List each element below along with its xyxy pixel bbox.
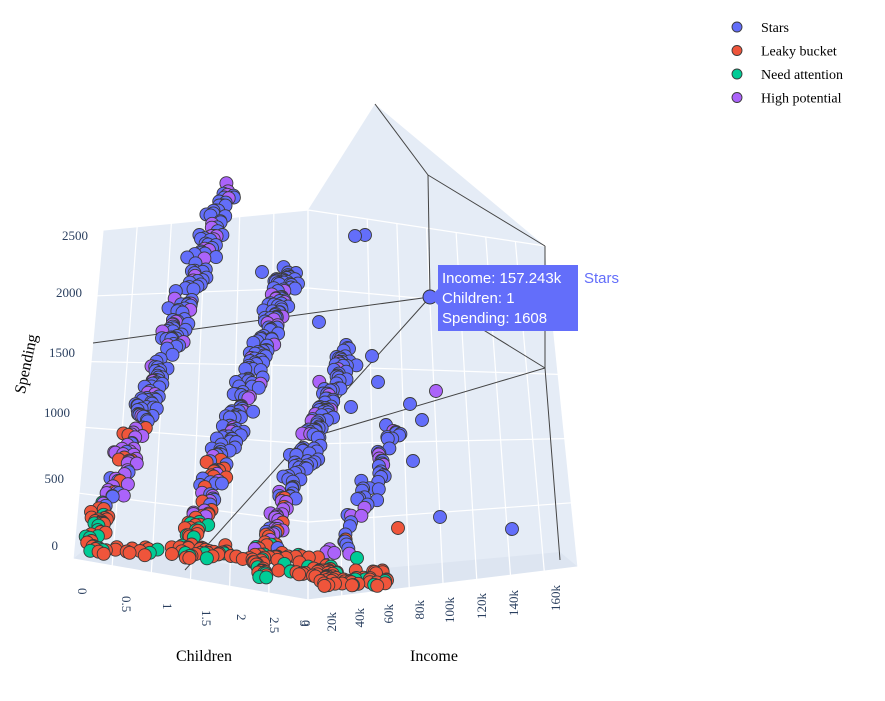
y-axis-ticks: 0 20k 40k 60k 80k 100k 120k 140k 160k — [298, 585, 563, 632]
data-point[interactable] — [271, 563, 286, 578]
x-tick-label: 2.5 — [267, 617, 282, 633]
z-tick-label: 500 — [45, 471, 65, 486]
y-tick-label: 80k — [412, 600, 427, 620]
data-point[interactable] — [182, 551, 197, 565]
data-point[interactable] — [348, 229, 362, 243]
z-axis-ticks: 0 500 1000 1500 2000 2500 — [44, 228, 88, 553]
legend-item[interactable]: Stars — [731, 21, 789, 36]
x-tick-label: 0.5 — [119, 596, 134, 612]
hover-line-children: Children: 1 — [442, 290, 515, 307]
y-tick-label: 120k — [474, 593, 489, 620]
hover-line-spending: Spending: 1608 — [442, 310, 547, 327]
data-point[interactable] — [433, 510, 447, 524]
data-point[interactable] — [354, 508, 369, 523]
data-point[interactable] — [122, 545, 137, 560]
x-tick-label: 3 — [297, 620, 312, 627]
z-tick-label: 1000 — [44, 405, 70, 420]
data-point[interactable] — [199, 551, 214, 566]
legend-item[interactable]: Need attention — [731, 68, 843, 83]
data-point[interactable] — [312, 315, 326, 329]
legend-label: High potential — [761, 92, 842, 107]
data-point[interactable] — [292, 567, 307, 582]
data-point[interactable] — [214, 476, 229, 491]
x-tick-label: 1.5 — [199, 610, 214, 626]
z-tick-label: 0 — [52, 538, 59, 553]
legend-item[interactable]: Leaky bucket — [731, 45, 837, 60]
scene-3d[interactable] — [72, 103, 579, 601]
data-point[interactable] — [199, 455, 214, 470]
hover-series-name: Stars — [584, 270, 619, 287]
z-axis-title: Spending — [12, 333, 41, 396]
data-point[interactable] — [246, 404, 261, 419]
legend-label: Need attention — [761, 68, 843, 83]
legend-marker — [731, 21, 743, 33]
data-point[interactable] — [365, 349, 379, 363]
legend-marker — [731, 92, 743, 103]
z-tick-label: 2500 — [62, 228, 88, 243]
y-tick-label: 20k — [324, 612, 339, 632]
data-points[interactable] — [78, 176, 519, 593]
data-point[interactable] — [505, 522, 519, 536]
data-point[interactable] — [209, 250, 223, 265]
legend-label: Stars — [761, 21, 789, 36]
data-point[interactable] — [255, 265, 269, 279]
data-point[interactable] — [370, 578, 385, 593]
data-point[interactable] — [105, 489, 120, 504]
x-tick-label: 2 — [234, 614, 249, 621]
data-point[interactable] — [391, 521, 405, 535]
data-point[interactable] — [165, 347, 180, 362]
y-tick-label: 40k — [352, 608, 367, 628]
data-point[interactable] — [259, 570, 274, 585]
y-tick-label: 160k — [548, 585, 563, 612]
data-point[interactable] — [371, 375, 385, 389]
x-axis-title: Children — [176, 648, 232, 665]
legend-marker — [731, 68, 743, 80]
data-point[interactable] — [429, 384, 443, 398]
legend[interactable]: Stars Leaky bucket Need attention High pote… — [731, 21, 843, 107]
legend-marker — [731, 45, 743, 56]
y-axis-title: Income — [410, 648, 458, 665]
hover-line-income: Income: 157.243k — [442, 270, 562, 287]
data-point[interactable] — [344, 400, 358, 414]
y-tick-label: 0 — [298, 620, 313, 627]
y-tick-label: 100k — [442, 597, 457, 624]
data-point[interactable] — [129, 456, 144, 471]
data-point[interactable] — [345, 578, 359, 593]
data-point[interactable] — [96, 546, 111, 561]
data-point[interactable] — [406, 454, 420, 468]
y-tick-label: 140k — [506, 590, 521, 617]
data-point[interactable] — [327, 545, 342, 560]
data-point[interactable] — [164, 547, 179, 561]
z-tick-label: 1500 — [49, 345, 75, 360]
hover-pointer — [430, 289, 438, 305]
data-point[interactable] — [350, 551, 364, 565]
data-point[interactable] — [317, 578, 332, 593]
x-axis-ticks: 0 0.5 1 1.5 2 2.5 3 — [75, 588, 312, 633]
data-point[interactable] — [137, 548, 152, 563]
legend-label: Leaky bucket — [761, 45, 837, 60]
z-tick-label: 2000 — [56, 285, 82, 300]
hover-tooltip: Income: 157.243k Children: 1 Spending: 1… — [422, 265, 619, 331]
x-tick-label: 0 — [75, 588, 90, 595]
hover-box — [438, 265, 578, 331]
legend-item[interactable]: High potential — [731, 92, 842, 107]
data-point[interactable] — [403, 397, 417, 411]
y-tick-label: 60k — [381, 604, 396, 624]
data-point[interactable] — [415, 413, 429, 427]
data-point[interactable] — [251, 380, 266, 395]
x-tick-label: 1 — [160, 603, 175, 610]
